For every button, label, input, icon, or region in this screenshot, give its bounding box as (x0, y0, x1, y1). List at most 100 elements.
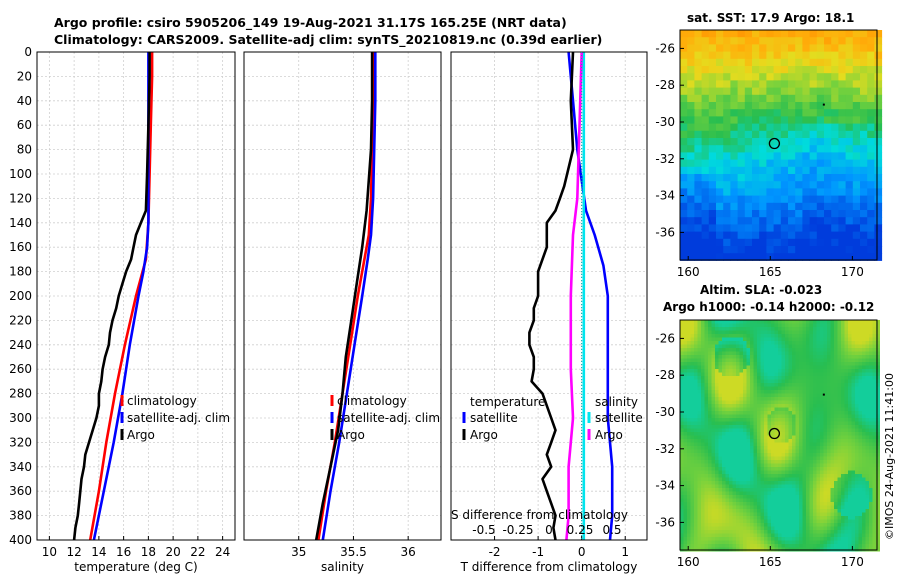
map-cell (851, 509, 856, 513)
map-cell (841, 425, 845, 429)
map-cell (816, 355, 821, 359)
map-cell (687, 44, 695, 53)
map-cell (865, 425, 870, 429)
map-cell (757, 421, 761, 426)
map-cell (837, 369, 842, 373)
map-cell (725, 516, 730, 520)
map-cell (774, 516, 779, 520)
map-cell (743, 463, 747, 468)
map-cell (708, 348, 712, 352)
map-cell (750, 540, 754, 545)
map-cell (694, 344, 698, 349)
map-cell (704, 540, 709, 545)
map-cell (694, 411, 698, 415)
map-cell (834, 537, 838, 541)
map-cell (680, 442, 684, 447)
map-cell (848, 365, 852, 370)
map-cell (718, 393, 723, 398)
x-tick-label: 18 (141, 545, 156, 559)
map-cell (824, 181, 832, 189)
map-cell (736, 439, 740, 443)
map-cell (876, 484, 880, 489)
map-cell (802, 181, 811, 189)
map-cell (788, 484, 793, 489)
map-cell (725, 449, 730, 454)
map-cell (792, 467, 796, 471)
map-cell (860, 44, 868, 53)
map-cell (764, 397, 768, 401)
map-cell (872, 383, 877, 387)
map-cell (844, 484, 849, 489)
map-cell (743, 519, 747, 524)
map-cell (795, 526, 800, 531)
map-cell (816, 224, 825, 233)
map-cell (704, 474, 709, 478)
map-cell (730, 253, 739, 261)
map-cell (802, 533, 807, 538)
map-cell (764, 526, 768, 531)
map-cell (701, 463, 705, 468)
map-cell (848, 498, 852, 503)
map-cell (813, 355, 817, 359)
map-cell (697, 495, 702, 499)
map-cell (743, 334, 747, 338)
map-cell (683, 488, 688, 492)
map-cell (750, 512, 754, 517)
map-cell (874, 159, 883, 168)
map-cell (869, 498, 873, 503)
map-cell (746, 519, 751, 524)
map-cell (788, 355, 793, 359)
map-cell (869, 442, 873, 447)
map-cell (872, 334, 877, 338)
map-cell (872, 348, 877, 352)
map-cell (837, 439, 842, 443)
map-cell (802, 516, 807, 520)
map-cell (780, 30, 789, 38)
map-cell (872, 498, 877, 503)
map-cell (858, 411, 863, 415)
map-cell (827, 386, 831, 391)
map-cell (753, 523, 758, 527)
map-cell (869, 323, 873, 328)
map-cell (764, 505, 768, 510)
map-cell (834, 320, 838, 324)
map-cell (766, 87, 775, 96)
map-cell (799, 400, 803, 405)
map-cell (831, 159, 839, 168)
map-cell (809, 390, 814, 394)
map-cell (802, 540, 807, 545)
map-cell (683, 435, 688, 440)
y-tick-label: 400 (9, 533, 32, 547)
map-cell (799, 463, 803, 468)
map-cell (701, 530, 705, 534)
map-cell (865, 362, 870, 366)
map-cell (680, 341, 684, 345)
map-cell (701, 449, 705, 454)
map-cell (743, 358, 747, 363)
map-cell (722, 456, 726, 461)
map-cell (802, 463, 807, 468)
map-cell (767, 351, 772, 356)
map-cell (830, 470, 835, 475)
map-cell (687, 383, 691, 387)
map-cell (860, 188, 868, 197)
map-cell (771, 376, 775, 380)
map-cell (744, 66, 753, 74)
map-cell (788, 467, 793, 471)
map-cell (813, 435, 817, 440)
map-cell (788, 210, 796, 218)
map-cell (752, 73, 760, 81)
map-cell (739, 376, 744, 380)
map-cell (732, 390, 737, 394)
map-cell (764, 330, 768, 335)
map-cell (722, 418, 726, 422)
map-cell (837, 418, 842, 422)
map-cell (809, 411, 814, 415)
map-cell (816, 94, 825, 103)
map-cell (767, 442, 772, 447)
map-cell (701, 365, 705, 370)
map-cell (744, 138, 753, 146)
map-cell (813, 386, 817, 391)
map-cell (701, 386, 705, 391)
map-cell (816, 109, 825, 117)
